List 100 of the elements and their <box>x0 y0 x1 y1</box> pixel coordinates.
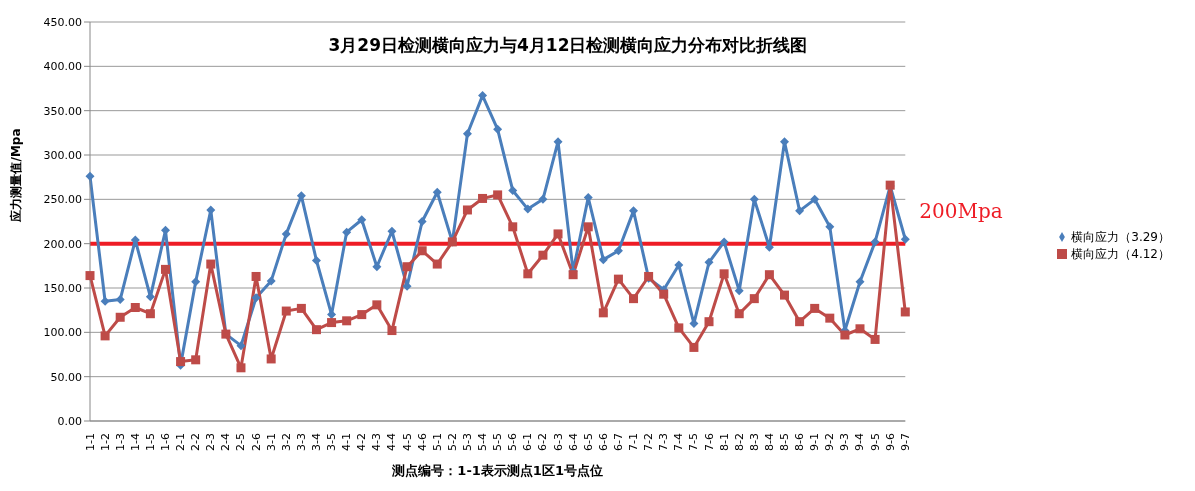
x-tick-label: 9-2 <box>823 433 837 451</box>
point <box>236 341 246 351</box>
point <box>85 171 95 181</box>
x-tick-label: 6-3 <box>551 433 565 451</box>
point <box>417 246 427 256</box>
x-tick-label: 2-1 <box>174 433 188 451</box>
x-tick-label: 4-2 <box>355 433 369 451</box>
point <box>825 313 835 323</box>
x-tick-label: 5-3 <box>460 433 474 451</box>
point <box>704 317 714 327</box>
x-tick-label: 3-4 <box>309 433 323 451</box>
x-tick-label: 6-5 <box>581 433 595 451</box>
point <box>719 237 729 247</box>
x-tick-label: 2-5 <box>234 433 248 451</box>
point <box>870 334 880 344</box>
x-tick-label: 3-2 <box>279 433 293 451</box>
point <box>462 129 472 139</box>
x-tick-label: 2-2 <box>189 433 203 451</box>
point <box>568 270 578 280</box>
x-tick-label: 7-5 <box>687 433 701 451</box>
x-tick-label: 9-1 <box>808 433 822 451</box>
point <box>281 229 291 239</box>
x-tick-label: 7-1 <box>627 433 641 451</box>
x-tick-label: 5-5 <box>491 433 505 451</box>
x-tick-label: 4-4 <box>385 433 399 451</box>
x-tick-label: 6-7 <box>611 433 625 451</box>
point <box>795 206 805 216</box>
point <box>840 330 850 340</box>
x-tick-label: 9-4 <box>853 433 867 451</box>
x-tick-label: 9-7 <box>898 433 912 451</box>
x-tick-label: 5-6 <box>506 433 520 451</box>
x-tick-label: 1-4 <box>128 433 142 451</box>
point <box>357 215 367 225</box>
point <box>598 308 608 318</box>
x-tick-label: 9-6 <box>883 433 897 451</box>
point <box>145 309 155 319</box>
point <box>855 277 865 287</box>
point <box>900 234 910 244</box>
point <box>462 205 472 215</box>
x-tick-label: 4-6 <box>415 433 429 451</box>
x-tick-label: 4-1 <box>340 433 354 451</box>
point <box>100 331 110 341</box>
y-tick-label: 250.00 <box>43 193 82 207</box>
point <box>357 310 367 320</box>
point <box>342 227 352 237</box>
y-tick-label: 150.00 <box>43 281 82 295</box>
point <box>810 303 820 313</box>
point <box>659 289 669 299</box>
legend-label: 横向应力（4.12） <box>1071 246 1170 261</box>
point <box>85 271 95 281</box>
y-tick-label: 200.00 <box>43 237 82 251</box>
point <box>613 274 623 284</box>
x-tick-label: 8-5 <box>778 433 791 451</box>
point <box>191 277 201 287</box>
x-tick-label: 1-3 <box>113 433 127 451</box>
point <box>553 229 563 239</box>
x-tick-label: 3-1 <box>264 433 278 451</box>
point <box>825 222 835 232</box>
point <box>311 256 321 266</box>
point <box>266 354 276 364</box>
point <box>296 303 306 313</box>
y-tick-label: 300.00 <box>43 148 82 162</box>
x-tick-label: 2-4 <box>219 433 233 451</box>
x-tick-label: 1-5 <box>143 433 157 451</box>
x-tick-label: 8-6 <box>793 433 807 451</box>
point <box>689 342 699 352</box>
text: 3月29日检测横向应力与4月12日检测横向应力分布对比折线图 <box>327 34 809 57</box>
point <box>206 259 216 269</box>
point <box>115 312 125 322</box>
x-tick-label: 8-4 <box>762 433 776 451</box>
x-tick-label: 5-1 <box>430 433 444 451</box>
point <box>493 190 503 200</box>
point <box>523 269 533 279</box>
point <box>855 324 865 334</box>
point <box>266 276 276 286</box>
point <box>191 355 201 365</box>
x-tick-label: 1-2 <box>98 433 112 451</box>
x-tick-label: 8-1 <box>717 433 731 451</box>
x-tick-label: 7-3 <box>657 433 671 451</box>
point <box>478 193 488 203</box>
point <box>417 217 427 226</box>
point <box>432 259 442 269</box>
x-tick-label: 8-3 <box>747 433 761 451</box>
y-tick-label: 450.00 <box>43 15 82 29</box>
point <box>327 310 337 320</box>
x-tick-label: 2-3 <box>204 433 218 451</box>
ref-line-label: 200Mpa <box>919 198 1003 223</box>
point <box>160 264 170 274</box>
point <box>704 257 714 267</box>
y-axis-title: 应力测量值/Mpa <box>9 128 24 223</box>
point <box>508 185 518 195</box>
point <box>372 300 382 310</box>
point <box>311 325 321 335</box>
point <box>402 262 412 272</box>
point <box>236 363 246 373</box>
legend-label: 横向应力（3.29） <box>1071 229 1170 244</box>
point <box>734 309 744 319</box>
point <box>281 306 291 316</box>
point <box>900 307 910 317</box>
x-tick-label: 4-3 <box>370 433 384 451</box>
